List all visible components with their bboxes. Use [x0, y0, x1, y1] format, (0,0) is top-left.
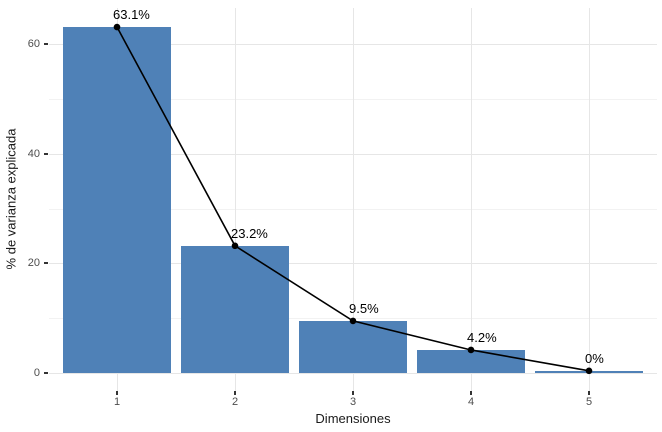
x-axis-tick — [588, 391, 590, 395]
x-tick-label: 3 — [349, 396, 357, 408]
x-axis-tick — [352, 391, 354, 395]
x-tick-label: 4 — [467, 396, 475, 408]
x-axis-tick — [470, 391, 472, 395]
y-tick-label: 20 — [27, 257, 40, 270]
bar-dimension-1 — [63, 27, 171, 373]
y-axis-tick — [44, 152, 48, 155]
plot-panel — [49, 8, 657, 391]
x-axis-title: Dimensiones — [315, 411, 391, 426]
x-tick-label: 1 — [113, 396, 121, 408]
bar-dimension-4 — [417, 349, 525, 373]
y-axis-tick — [44, 372, 48, 374]
x-axis-tick — [116, 391, 118, 395]
bar-dimension-2 — [181, 245, 289, 373]
bar-dimension-3 — [299, 320, 407, 373]
value-label-dimension-5: 0% — [585, 350, 604, 366]
value-label-dimension-2: 23.2% — [231, 225, 268, 241]
major-gridline-vertical — [589, 8, 590, 391]
value-label-dimension-4: 4.2% — [467, 329, 497, 345]
y-tick-label: 40 — [27, 147, 40, 160]
y-tick-label: 60 — [27, 38, 40, 51]
x-tick-label: 5 — [585, 396, 593, 408]
value-label-dimension-1: 63.1% — [113, 7, 150, 23]
y-tick-label: 0 — [33, 367, 40, 379]
x-axis-tick — [234, 391, 236, 395]
value-label-dimension-3: 9.5% — [349, 300, 379, 316]
x-tick-label: 2 — [231, 396, 239, 408]
bar-dimension-5 — [535, 370, 643, 373]
y-axis-tick — [44, 262, 48, 265]
y-axis-tick — [44, 43, 48, 46]
